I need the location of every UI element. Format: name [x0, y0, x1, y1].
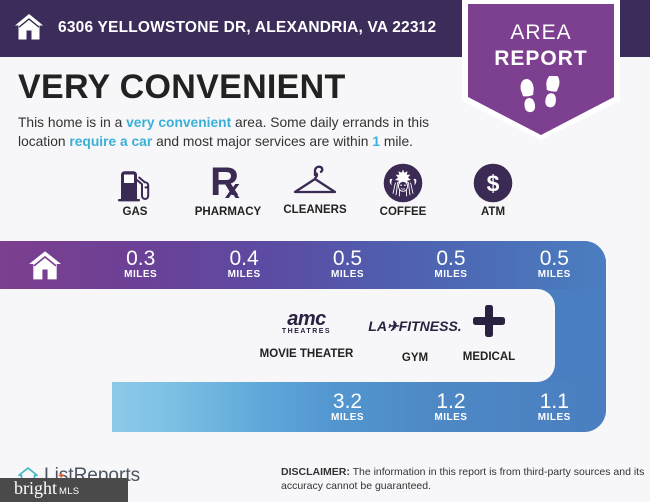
svg-text:$: $	[487, 171, 500, 197]
